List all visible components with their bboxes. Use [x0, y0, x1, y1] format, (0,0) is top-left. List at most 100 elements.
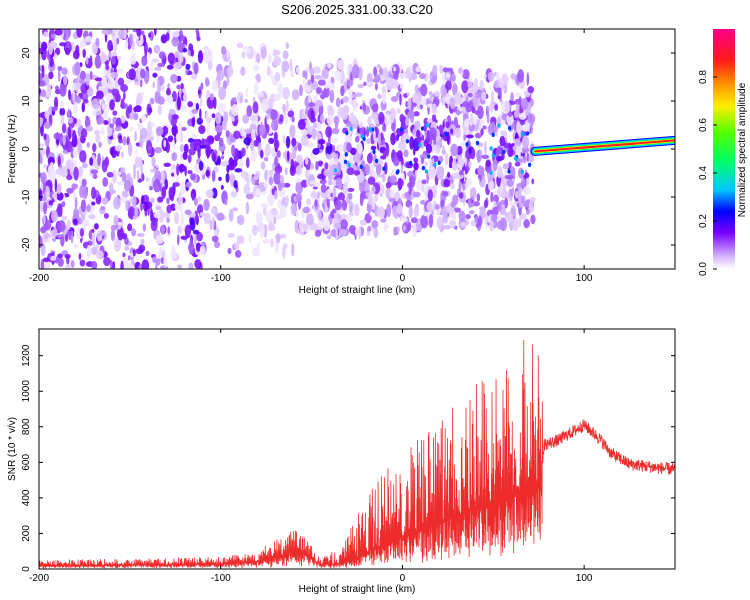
- spectrogram-cell: [403, 149, 409, 158]
- spectrogram-cell: [194, 235, 197, 246]
- spectrogram-cell: [145, 177, 150, 182]
- spectrogram-cell: [337, 192, 346, 203]
- spectrogram-cell: [376, 64, 381, 69]
- spectrogram-cell: [39, 96, 43, 102]
- spectrogram-cell: [274, 156, 279, 168]
- spectrogram-cell: [236, 235, 245, 245]
- spectrogram-cell: [454, 225, 458, 230]
- spectrogram-cell: [185, 63, 191, 71]
- spectrogram-cell: [39, 187, 43, 202]
- spectrogram-cell: [320, 183, 327, 193]
- spectrogram-cell: [218, 86, 226, 100]
- spectrogram-cell: [117, 227, 124, 241]
- spectrogram-cell: [240, 66, 246, 76]
- spectrogram-cell: [232, 207, 239, 212]
- spectrogram-cell: [335, 97, 341, 108]
- spectrogram-cell: [491, 153, 495, 158]
- spectrogram-cell: [382, 166, 386, 171]
- spectrogram-cell: [191, 193, 195, 201]
- spectrogram-cell: [168, 123, 171, 136]
- spectrogram-cell: [214, 124, 223, 133]
- spectrogram-cell: [150, 131, 154, 137]
- spectrogram-cell: [41, 41, 48, 51]
- spectrogram-cell: [187, 154, 192, 163]
- spectrogram-cell: [131, 228, 136, 237]
- spectrogram-cell: [428, 214, 434, 228]
- spectrogram-cell: [59, 83, 67, 97]
- spectrogram-cell: [429, 75, 433, 80]
- spectrogram-cell: [340, 219, 349, 230]
- spectrogram-cell: [261, 98, 269, 112]
- spectrogram-cell: [399, 83, 404, 89]
- spectrogram-cell: [367, 116, 372, 126]
- spectrogram-cell: [508, 201, 516, 207]
- spectrogram-cell: [331, 127, 340, 135]
- spectrogram-cell: [333, 168, 338, 173]
- spectrogram-cell: [177, 196, 184, 206]
- spectrogram-cell: [61, 215, 68, 221]
- spectrogram-cell: [242, 45, 248, 51]
- colorbar: 0.0 0.2 0.4 0.6 0.8 Normalized spectral ampl…: [698, 29, 748, 276]
- spectrogram-cell: [481, 91, 487, 101]
- spectrogram-cell: [203, 212, 212, 225]
- spectrogram-cell: [433, 91, 440, 97]
- spectrogram-cell: [74, 134, 78, 146]
- spectrogram-cell: [517, 193, 522, 204]
- spectrogram-cell: [263, 156, 269, 162]
- spectrogram-cell: [194, 259, 202, 269]
- spectrogram-cell: [467, 198, 472, 209]
- spectrogram-cell: [317, 160, 324, 167]
- spectrogram-cell: [73, 166, 79, 181]
- spectrogram-cell: [178, 163, 186, 173]
- spectrogram-cell: [193, 62, 199, 75]
- spectrogram-cell: [407, 221, 412, 232]
- spectrogram-cell: [376, 208, 381, 217]
- spectrogram-cell: [335, 177, 342, 190]
- spectrogram-cell: [320, 114, 325, 124]
- spectrogram-cell: [220, 45, 227, 55]
- spectrogram-cell: [68, 89, 71, 101]
- spectrogram-cell: [458, 179, 462, 194]
- spectrogram-cell: [213, 96, 217, 110]
- spectrogram-cell: [371, 220, 379, 229]
- snr-ytick-label: 0: [21, 566, 32, 572]
- spectrogram-cell: [374, 82, 378, 91]
- spectrogram-cell: [477, 165, 485, 176]
- spectrogram-cell: [102, 103, 106, 110]
- spectrogram-cell: [272, 207, 278, 216]
- spectrogram-cell: [255, 53, 261, 64]
- spectrogram-cell: [112, 110, 118, 116]
- spectrogram-cell: [109, 123, 115, 129]
- spectrogram-cell: [350, 147, 357, 156]
- spectrogram-cell: [173, 182, 181, 187]
- spectrogram-cell: [211, 235, 219, 243]
- spectrogram-cell: [245, 87, 249, 98]
- spectrogram-cell: [408, 205, 413, 218]
- spectrogram-cell: [323, 169, 330, 177]
- spectrogram-cell: [268, 176, 274, 186]
- spectrogram-cell: [40, 89, 47, 98]
- spectrogram-cell: [101, 196, 109, 205]
- spectrogram-cell: [122, 252, 126, 258]
- spectrogram-cell: [91, 98, 100, 110]
- spectrogram-cell: [416, 136, 422, 143]
- spectrogram-cell: [149, 97, 155, 105]
- spectrogram-cell: [257, 242, 260, 256]
- snr-xtick-label: -100: [211, 573, 231, 584]
- spectrogram-cell: [118, 135, 123, 140]
- snr-ytick-label: 200: [21, 525, 32, 542]
- spectrogram-cell: [51, 33, 56, 39]
- spectrogram-cell: [366, 126, 370, 138]
- spectrogram-cell: [147, 145, 153, 151]
- spectrogram-cell: [334, 222, 342, 229]
- spectrogram-cell: [180, 212, 184, 227]
- spectrogram-cell: [43, 257, 50, 263]
- spectrogram-cell: [175, 132, 182, 142]
- spectrogram-cell: [137, 122, 143, 131]
- spectrogram-cell: [285, 99, 289, 112]
- spectrogram-cell: [358, 226, 362, 240]
- spectrogram-cell: [159, 247, 163, 259]
- spectrogram-cell: [440, 84, 447, 98]
- spectrogram-cell: [521, 146, 530, 154]
